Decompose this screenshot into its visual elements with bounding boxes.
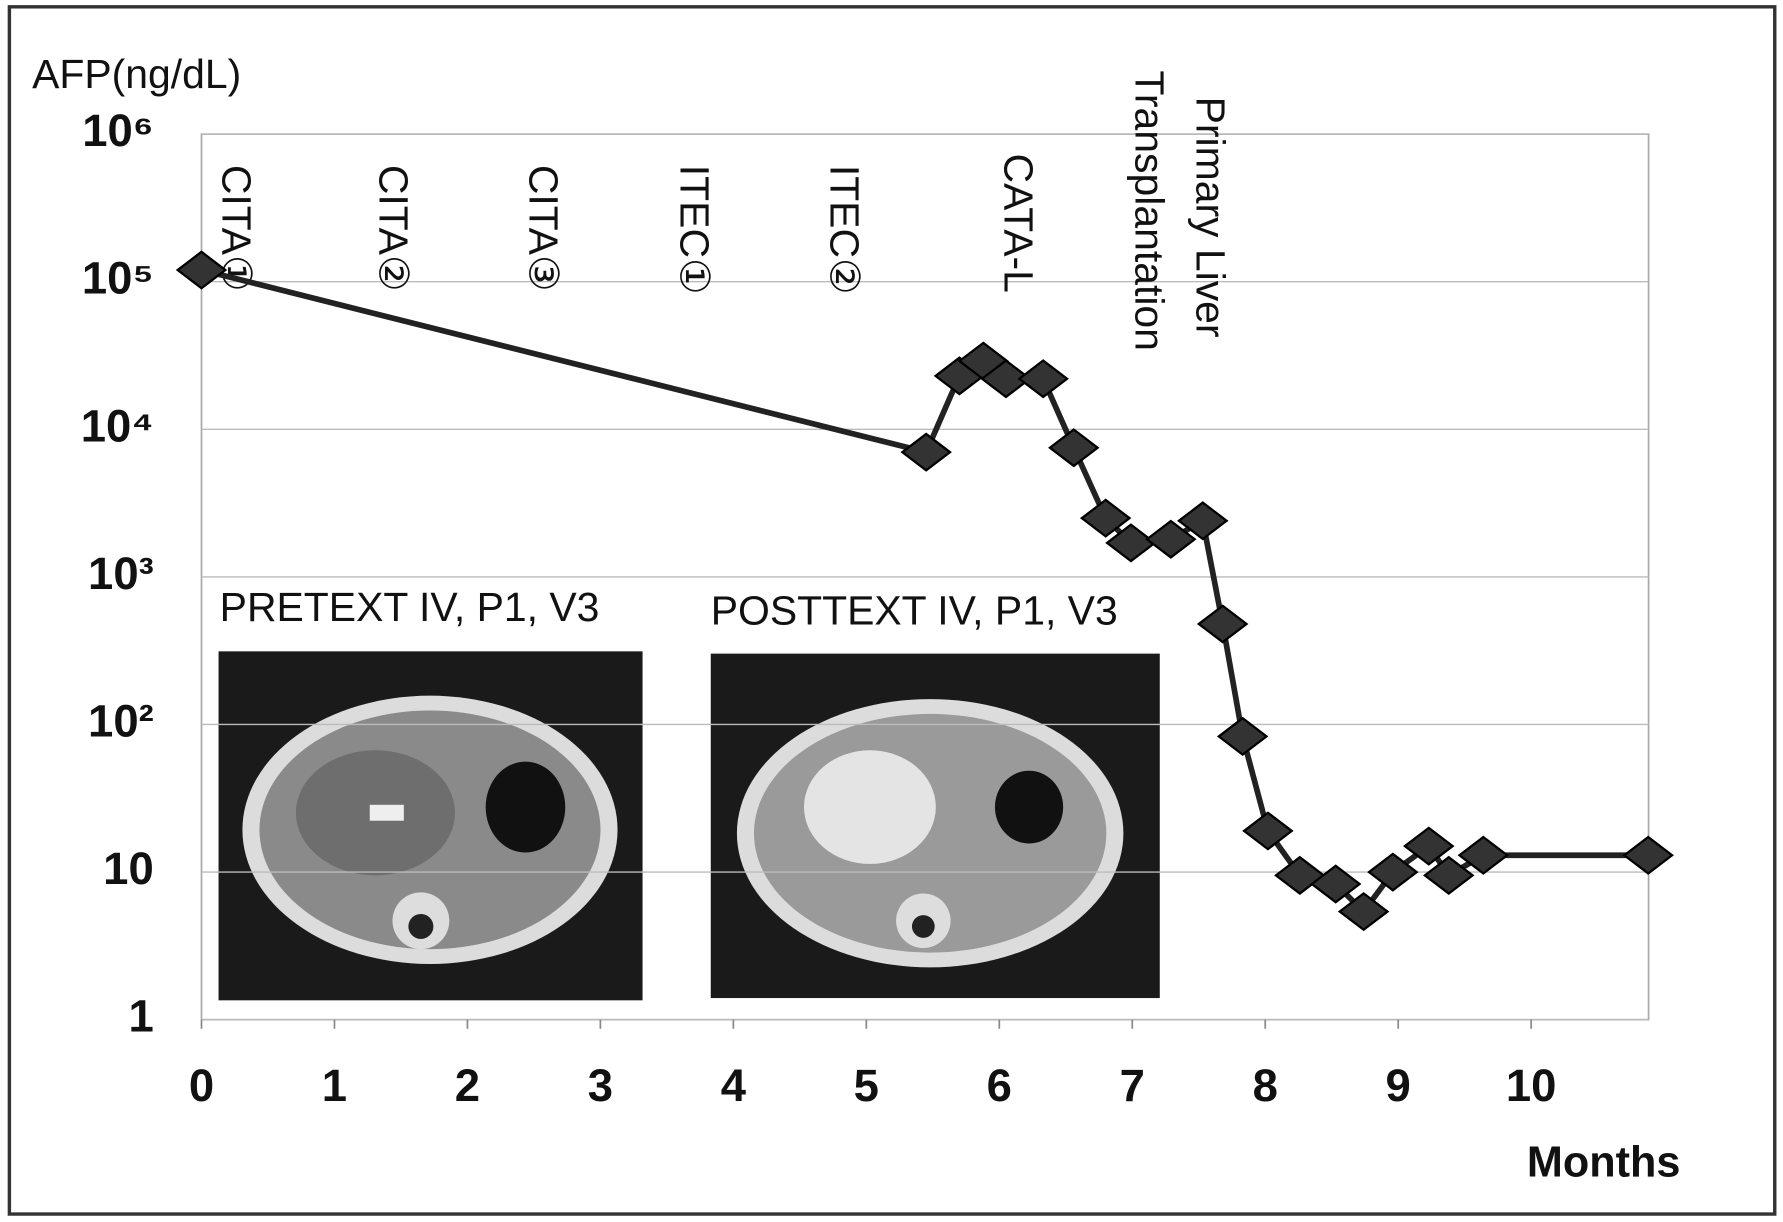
x-tick-label: 6 xyxy=(987,1060,1012,1111)
x-tick-label: 1 xyxy=(322,1060,347,1111)
x-tick-label: 0 xyxy=(189,1060,214,1111)
data-point xyxy=(1624,837,1672,873)
image-caption: POSTTEXT IV, P1, V3 xyxy=(711,588,1118,634)
ct-image-pre xyxy=(219,651,643,1000)
data-point xyxy=(1019,361,1067,397)
x-tick-label: 7 xyxy=(1120,1060,1145,1111)
event-annotation: CITA③ xyxy=(520,165,566,292)
event-annotation: CATA-L xyxy=(996,153,1042,292)
event-annotation: ITEC② xyxy=(822,165,868,295)
image-caption: PRETEXT IV, P1, V3 xyxy=(220,584,600,630)
data-point xyxy=(1050,430,1098,466)
event-annotation: CITA② xyxy=(370,165,416,292)
event-annotation: Transplantation xyxy=(1126,70,1172,350)
x-tick-label: 8 xyxy=(1253,1060,1278,1111)
y-tick-label: 1 xyxy=(128,991,153,1042)
data-point xyxy=(1244,813,1292,849)
x-tick-label: 3 xyxy=(588,1060,613,1111)
x-axis-label: Months xyxy=(1527,1139,1681,1187)
ct-image-post xyxy=(711,654,1160,998)
y-tick-label: 10⁶ xyxy=(82,105,153,156)
y-tick-label: 10 xyxy=(103,843,154,894)
x-tick-label: 4 xyxy=(721,1060,747,1111)
y-tick-label: 10⁵ xyxy=(82,253,154,304)
chart: AFP(ng/dL) Months 11010²10³10⁴10⁵10⁶0123… xyxy=(0,0,1783,1222)
event-annotation: ITEC① xyxy=(672,165,718,295)
y-tick-label: 10⁴ xyxy=(81,400,154,451)
y-axis-label: AFP(ng/dL) xyxy=(32,51,241,97)
x-tick-label: 10 xyxy=(1506,1060,1557,1111)
x-tick-label: 5 xyxy=(854,1060,879,1111)
data-point xyxy=(1199,606,1247,642)
x-tick-label: 9 xyxy=(1386,1060,1411,1111)
event-annotation: Primary Liver xyxy=(1188,97,1234,338)
y-tick-label: 10² xyxy=(88,696,154,747)
data-point xyxy=(902,434,950,470)
y-tick-label: 10³ xyxy=(88,548,154,599)
data-point xyxy=(1219,718,1267,754)
x-tick-label: 2 xyxy=(455,1060,480,1111)
